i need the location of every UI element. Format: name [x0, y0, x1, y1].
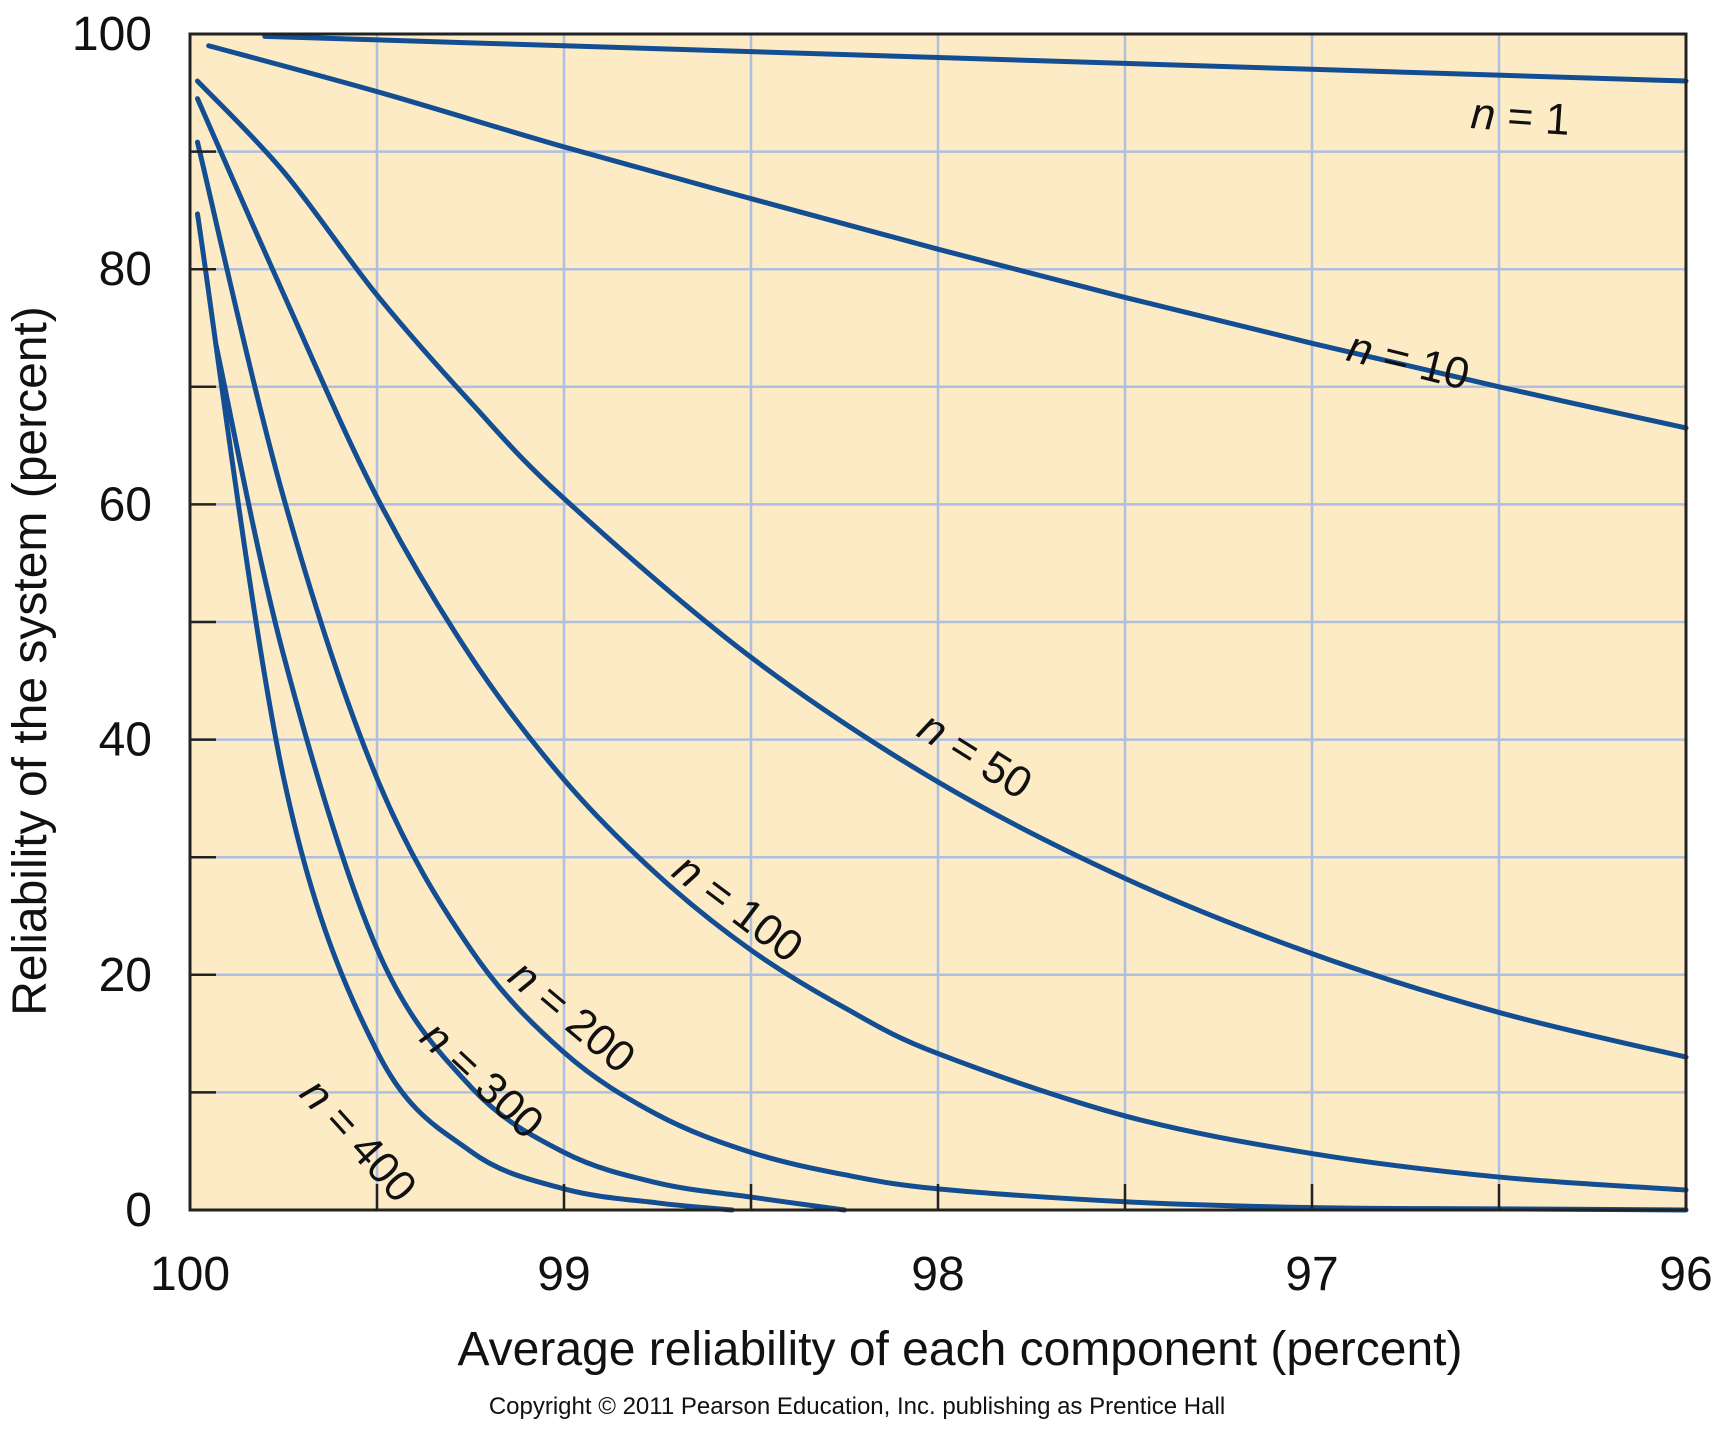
series-line-300	[213, 343, 847, 1213]
x-tick-label: 96	[1659, 1248, 1712, 1301]
y-axis-title: Reliability of the system (percent)	[4, 306, 57, 1016]
x-tick-label: 99	[537, 1248, 590, 1301]
y-tick-label: 100	[72, 8, 152, 61]
x-tick-label: 100	[150, 1248, 230, 1301]
series-line-100	[194, 96, 1689, 1193]
curve-label-n1: n = 1	[1469, 89, 1571, 145]
curve-label-value: = 1	[1494, 91, 1572, 145]
series-curves	[194, 33, 1689, 1213]
series-line-1	[262, 33, 1689, 84]
x-tick-label: 97	[1285, 1248, 1338, 1301]
y-tick-label: 80	[99, 243, 152, 296]
grid-lines	[190, 34, 1686, 1210]
curve-label-variable: n	[1469, 89, 1497, 140]
y-tick-label: 40	[99, 714, 152, 767]
y-axis: 0 20 40 60 80 100	[72, 8, 216, 1237]
x-axis-title: Average reliability of each component (p…	[458, 1323, 1463, 1376]
x-tick-label: 98	[911, 1248, 964, 1301]
y-tick-label: 0	[125, 1184, 152, 1237]
x-axis: 100 99 98 97 96	[150, 1184, 1713, 1301]
series-line-50	[194, 78, 1689, 1060]
y-tick-label: 60	[99, 478, 152, 531]
series-line-400	[194, 211, 735, 1213]
copyright-notice: Copyright © 2011 Pearson Education, Inc.…	[488, 1393, 1226, 1420]
y-tick-label: 20	[99, 949, 152, 1002]
series-line-10	[206, 43, 1689, 431]
